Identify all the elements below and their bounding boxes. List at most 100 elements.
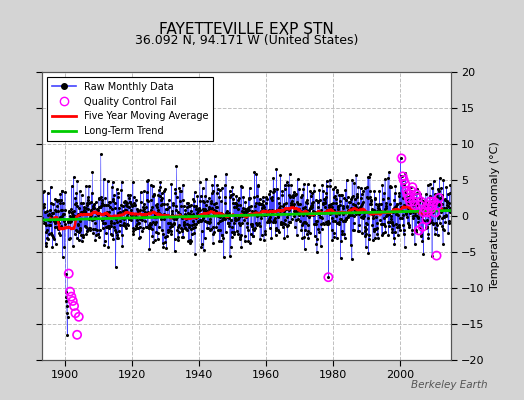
Point <box>123 202 132 209</box>
Point <box>346 211 354 218</box>
Point <box>375 188 384 195</box>
Point <box>397 207 405 214</box>
Point <box>396 227 404 233</box>
Point <box>410 208 419 215</box>
Point <box>40 220 49 226</box>
Point <box>97 197 106 204</box>
Point <box>192 215 200 221</box>
Point <box>371 235 379 241</box>
Point <box>376 217 384 223</box>
Point <box>107 184 116 191</box>
Point <box>66 219 74 226</box>
Point <box>112 228 120 235</box>
Point <box>283 232 291 239</box>
Point <box>406 188 414 194</box>
Point <box>394 212 402 218</box>
Point <box>86 208 95 214</box>
Point <box>90 201 98 208</box>
Point <box>329 185 337 192</box>
Point <box>319 201 328 208</box>
Point <box>443 202 451 208</box>
Point <box>141 212 149 218</box>
Point <box>313 198 322 205</box>
Point <box>243 223 252 230</box>
Point <box>258 201 267 208</box>
Point <box>163 232 171 239</box>
Point <box>278 188 287 194</box>
Point <box>154 236 162 242</box>
Point <box>350 220 358 226</box>
Point <box>434 186 442 192</box>
Point <box>246 195 254 201</box>
Point <box>307 193 315 199</box>
Point <box>236 233 244 240</box>
Point <box>255 201 264 207</box>
Point <box>160 186 169 192</box>
Point <box>435 200 443 207</box>
Point <box>67 225 75 232</box>
Point <box>403 214 411 220</box>
Point <box>334 219 343 225</box>
Point <box>97 203 105 210</box>
Point <box>130 202 138 208</box>
Point <box>239 194 247 200</box>
Point <box>331 193 340 200</box>
Point <box>245 196 254 202</box>
Point <box>285 192 293 198</box>
Point <box>234 231 242 237</box>
Point <box>304 235 312 241</box>
Point <box>100 201 108 208</box>
Point <box>176 210 184 217</box>
Point <box>440 214 449 220</box>
Point <box>365 236 374 242</box>
Point <box>343 204 351 210</box>
Point <box>411 212 420 218</box>
Point <box>403 195 411 201</box>
Point <box>263 219 271 225</box>
Point <box>119 215 128 222</box>
Point <box>158 240 167 246</box>
Point <box>143 197 151 203</box>
Point <box>177 188 185 194</box>
Point <box>385 211 393 218</box>
Point <box>434 213 443 220</box>
Point <box>147 197 155 203</box>
Point <box>266 225 274 231</box>
Point <box>314 211 323 218</box>
Point <box>78 208 86 215</box>
Point <box>235 194 244 201</box>
Point <box>429 209 437 215</box>
Point <box>109 236 117 243</box>
Point <box>55 216 63 222</box>
Point <box>230 229 238 235</box>
Point <box>379 196 388 202</box>
Point <box>125 216 134 222</box>
Point <box>377 209 385 216</box>
Point <box>329 218 337 224</box>
Point <box>49 210 57 216</box>
Point <box>400 180 408 187</box>
Point <box>421 200 429 207</box>
Point <box>413 195 422 201</box>
Point <box>170 248 179 254</box>
Point <box>273 207 281 214</box>
Point <box>140 206 148 212</box>
Point <box>78 238 86 244</box>
Point <box>344 213 353 220</box>
Point <box>184 200 192 206</box>
Point <box>260 208 269 214</box>
Point <box>56 191 64 198</box>
Point <box>358 200 366 207</box>
Point <box>95 234 104 240</box>
Point <box>128 202 136 209</box>
Point <box>124 222 133 228</box>
Point <box>380 223 389 230</box>
Point <box>222 229 230 235</box>
Point <box>432 201 441 207</box>
Point <box>397 204 406 210</box>
Point <box>56 232 64 238</box>
Point <box>378 182 386 188</box>
Point <box>298 219 307 226</box>
Point <box>319 188 328 194</box>
Point <box>58 207 66 213</box>
